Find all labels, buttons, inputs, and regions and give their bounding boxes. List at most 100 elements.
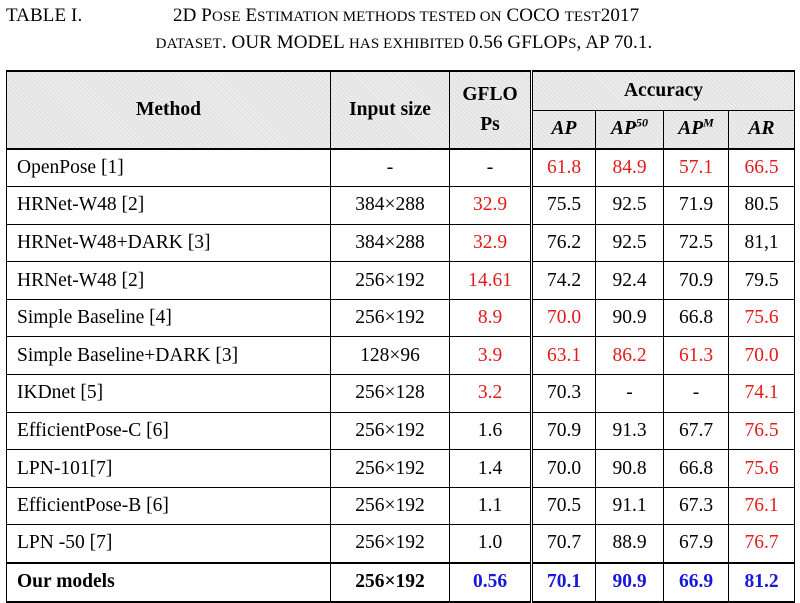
cell-ap50: 90.9	[595, 298, 664, 338]
cell-input: 256×192	[330, 486, 450, 526]
cell-input: 384×288	[330, 223, 450, 263]
table-row: Simple Baseline+DARK [3] 128×96 3.9 63.1 86.…	[6, 336, 795, 376]
ours-cell-apm: 66.9	[663, 561, 729, 603]
cell-input: 256×128	[330, 374, 450, 413]
cell-gflops: 32.9	[449, 186, 532, 225]
cell-ap: 63.1	[530, 336, 596, 376]
cell-method: EfficientPose-B [6]	[6, 486, 331, 526]
cell-ap: 70.5	[530, 486, 596, 526]
cell-apm: 67.9	[663, 524, 729, 564]
table-row: IKDnet [5] 256×128 3.2 70.3- -74.1	[6, 374, 795, 413]
cell-ar: 81,1	[728, 223, 795, 263]
header-gflops: GFLO Ps	[449, 70, 532, 150]
cell-method: HRNet-W48+DARK [3]	[6, 223, 331, 263]
cell-gflops: 1.1	[449, 486, 532, 526]
cell-ap: 70.9	[530, 411, 596, 451]
table-row: LPN -50 [7] 256×192 1.0 70.7 88.9 67.9 76.7	[6, 524, 795, 564]
cell-method: Simple Baseline+DARK [3]	[6, 336, 331, 376]
cell-apm: -	[663, 374, 729, 413]
cell-ap50: 86.2	[595, 336, 664, 376]
table-row: OpenPose [1] - -61.8 84.9 57.1 66.5	[6, 148, 795, 188]
cell-ap: 76.2	[530, 223, 596, 263]
cell-ap: 70.0	[530, 298, 596, 338]
cell-ap: 70.0	[530, 449, 596, 488]
cell-method: Simple Baseline [4]	[6, 298, 331, 338]
cell-input: 256×192	[330, 411, 450, 451]
cell-apm: 72.5	[663, 223, 729, 263]
cell-ar: 79.5	[728, 261, 795, 300]
caption-line-2: DATASET. OUR MODEL HAS EXHIBITED 0.56 GF…	[155, 32, 653, 53]
cell-ap: 70.3	[530, 374, 596, 413]
cell-ap50: 84.9	[595, 148, 664, 188]
ours-cell-method: Our models	[6, 561, 331, 603]
ours-cell-gflops: 0.56	[449, 561, 532, 603]
cell-ap50: 92.4	[595, 261, 664, 300]
cell-apm: 71.9	[663, 186, 729, 225]
cell-gflops: 1.0	[449, 524, 532, 564]
cell-gflops: 32.9	[449, 223, 532, 263]
cell-ar: 75.6	[728, 449, 795, 488]
table-row-ours: Our models 256×192 0.56 70.1 90.9 66.9 81.2	[6, 561, 795, 603]
table-caption: TABLE I. 2D POSE ESTIMATION METHODS TEST…	[0, 2, 800, 56]
cell-ar: 66.5	[728, 148, 795, 188]
cell-ar: 75.6	[728, 298, 795, 338]
cell-input: 384×288	[330, 186, 450, 225]
table-row: LPN-101[7] 256×192 1.4 70.0 90.8 66.8 75.6	[6, 449, 795, 488]
cell-gflops: 8.9	[449, 298, 532, 338]
table-row: Simple Baseline [4] 256×192 8.9 70.0 90.9 66.…	[6, 298, 795, 338]
caption-line-1: 2D POSE ESTIMATION METHODS TESTED ON COC…	[173, 5, 640, 26]
cell-method: OpenPose [1]	[6, 148, 331, 188]
cell-gflops: -	[449, 148, 532, 188]
cell-ar: 76.7	[728, 524, 795, 564]
cell-ap50: 88.9	[595, 524, 664, 564]
cell-ap50: 92.5	[595, 223, 664, 263]
cell-ar: 74.1	[728, 374, 795, 413]
cell-gflops: 14.61	[449, 261, 532, 300]
table-row: EfficientPose-C [6] 256×192 1.6 70.9 91.3 67.…	[6, 411, 795, 451]
cell-method: LPN -50 [7]	[6, 524, 331, 564]
cell-method: EfficientPose-C [6]	[6, 411, 331, 451]
cell-ap: 70.7	[530, 524, 596, 564]
cell-apm: 67.7	[663, 411, 729, 451]
header-apm: APM	[663, 109, 729, 150]
results-table: Method Input size GFLO Ps Accuracy AP AP5…	[6, 70, 795, 603]
header-accuracy: Accuracy	[530, 70, 795, 111]
cell-ap: 75.5	[530, 186, 596, 225]
cell-input: 256×192	[330, 449, 450, 488]
cell-apm: 70.9	[663, 261, 729, 300]
cell-gflops: 3.9	[449, 336, 532, 376]
cell-gflops: 1.6	[449, 411, 532, 451]
cell-gflops: 3.2	[449, 374, 532, 413]
cell-ap50: 90.8	[595, 449, 664, 488]
cell-method: LPN-101[7]	[6, 449, 331, 488]
cell-ap: 61.8	[530, 148, 596, 188]
header-input-size: Input size	[330, 70, 450, 150]
cell-input: -	[330, 148, 450, 188]
cell-apm: 57.1	[663, 148, 729, 188]
cell-input: 256×192	[330, 261, 450, 300]
header-method: Method	[6, 70, 331, 150]
cell-apm: 66.8	[663, 298, 729, 338]
cell-ap50: 91.1	[595, 486, 664, 526]
ours-cell-ar: 81.2	[728, 561, 795, 603]
header-ap: AP	[530, 109, 596, 150]
cell-ap50: 91.3	[595, 411, 664, 451]
cell-ar: 70.0	[728, 336, 795, 376]
cell-ap50: -	[595, 374, 664, 413]
cell-gflops: 1.4	[449, 449, 532, 488]
cell-apm: 67.3	[663, 486, 729, 526]
cell-ap50: 92.5	[595, 186, 664, 225]
cell-input: 256×192	[330, 524, 450, 564]
cell-method: IKDnet [5]	[6, 374, 331, 413]
table-row: HRNet-W48 [2] 384×288 32.9 75.5 92.5 71.9 80.5	[6, 186, 795, 225]
table-row: HRNet-W48 [2] 256×192 14.61 74.2 92.4 70.9 79.…	[6, 261, 795, 300]
ours-cell-input: 256×192	[330, 561, 450, 603]
header-ar: AR	[728, 109, 795, 150]
ours-cell-ap50: 90.9	[595, 561, 664, 603]
table-row: HRNet-W48+DARK [3] 384×288 32.9 76.2 92.5 72.…	[6, 223, 795, 263]
table-row: EfficientPose-B [6] 256×192 1.1 70.5 91.1 67.…	[6, 486, 795, 526]
cell-input: 128×96	[330, 336, 450, 376]
cell-ar: 76.1	[728, 486, 795, 526]
cell-input: 256×192	[330, 298, 450, 338]
table-label: TABLE I.	[6, 5, 83, 26]
